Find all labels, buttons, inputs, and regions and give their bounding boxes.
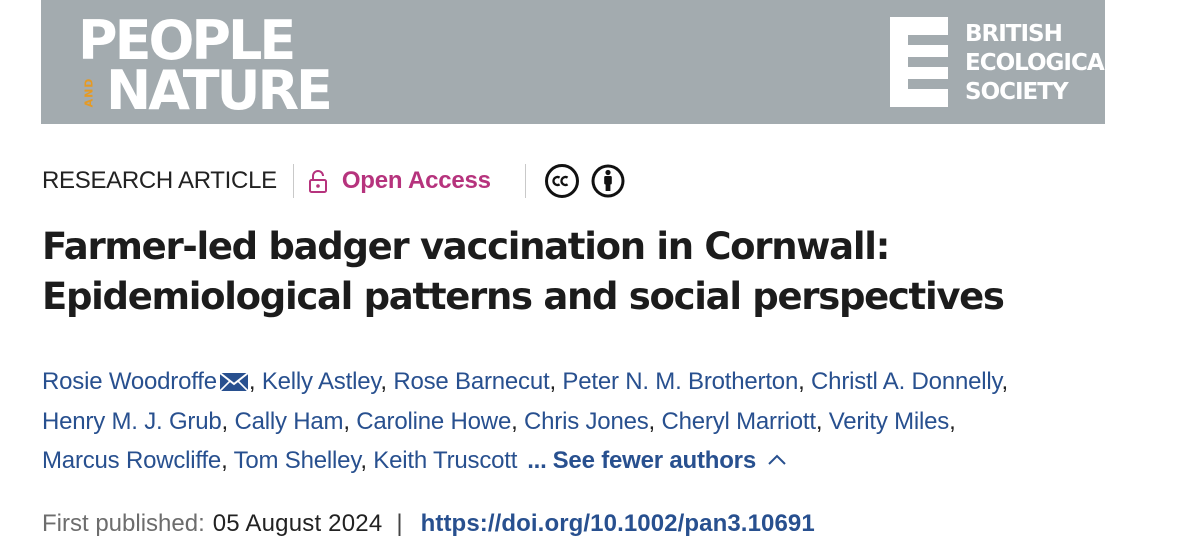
author-link[interactable]: Kelly Astley	[261, 368, 381, 395]
article-title-line: Epidemiological patterns and social pers…	[42, 275, 1005, 318]
author-line: Henry M. J. Grub, Cally Ham, Caroline Ho…	[42, 407, 956, 435]
logo-word-people: PEOPLE	[78, 9, 296, 72]
article-title-line: Farmer-led badger vaccination in Cornwal…	[42, 225, 890, 268]
first-published-label: First published:	[42, 510, 205, 537]
see-fewer-authors-button[interactable]: See fewer authors	[552, 447, 757, 474]
article-title: Farmer-led badger vaccination in Cornwal…	[42, 222, 1152, 322]
author-link[interactable]: Marcus Rowcliffe	[42, 447, 222, 474]
author-link[interactable]: Cally Ham	[234, 407, 344, 435]
author-link[interactable]: Rosie Woodroffe	[42, 368, 217, 395]
author-link[interactable]: Tom Shelley	[233, 447, 361, 474]
license-icons[interactable]	[544, 163, 636, 199]
author-link[interactable]: Keith Truscott	[373, 447, 518, 474]
publication-date: 05 August 2024	[212, 510, 383, 537]
author-ellipsis: ...	[527, 447, 547, 474]
society-logo-line: SOCIETY	[965, 79, 1069, 105]
author-link[interactable]: Caroline Howe	[356, 407, 512, 435]
divider	[524, 164, 526, 198]
article-type-label: RESEARCH ARTICLE	[42, 167, 277, 194]
creative-commons-icon	[544, 164, 579, 198]
divider	[292, 164, 294, 198]
chevron-up-icon[interactable]	[766, 452, 788, 466]
author-link[interactable]: Henry M. J. Grub	[42, 407, 222, 435]
author-link[interactable]: Christl A. Donnelly	[811, 368, 1002, 395]
doi-link[interactable]: https://doi.org/10.1002/pan3.10691	[420, 510, 815, 537]
logo-word-and: AND	[82, 77, 96, 107]
author-list: Rosie Woodroffe , Kelly Astley, Rose Bar…	[42, 362, 1182, 481]
author-line: Rosie Woodroffe , Kelly Astley, Rose Bar…	[42, 368, 1009, 395]
author-link[interactable]: Cheryl Marriott	[661, 407, 816, 435]
author-link[interactable]: Chris Jones	[524, 407, 649, 435]
article-meta-row: RESEARCH ARTICLE Open Access	[42, 162, 636, 200]
society-logo-line: ECOLOGICAL	[965, 50, 1118, 76]
british-ecological-society-mark-icon	[890, 17, 948, 107]
society-logo-line: BRITISH	[965, 21, 1063, 47]
journal-banner: PEOPLE AND NATURE BRITISH ECOLOGICAL SOC…	[41, 0, 1118, 124]
divider: |	[396, 510, 403, 537]
open-access-label[interactable]: Open Access	[341, 167, 491, 194]
email-icon[interactable]	[219, 372, 249, 392]
attribution-icon	[591, 164, 625, 198]
author-line: Marcus Rowcliffe, Tom Shelley, Keith Tru…	[42, 441, 1182, 481]
people-and-nature-logo[interactable]: PEOPLE AND NATURE	[78, 14, 368, 118]
author-link[interactable]: Peter N. M. Brotherton	[562, 368, 799, 395]
lock-icon	[308, 170, 327, 193]
publication-info: First published: 05 August 2024 | https:…	[42, 505, 815, 543]
author-link[interactable]: Verity Miles	[828, 407, 950, 435]
logo-word-nature: NATURE	[106, 59, 333, 122]
author-link[interactable]: Rose Barnecut	[393, 368, 550, 395]
british-ecological-society-logo[interactable]: BRITISH ECOLOGICAL SOCIETY	[965, 20, 1118, 107]
